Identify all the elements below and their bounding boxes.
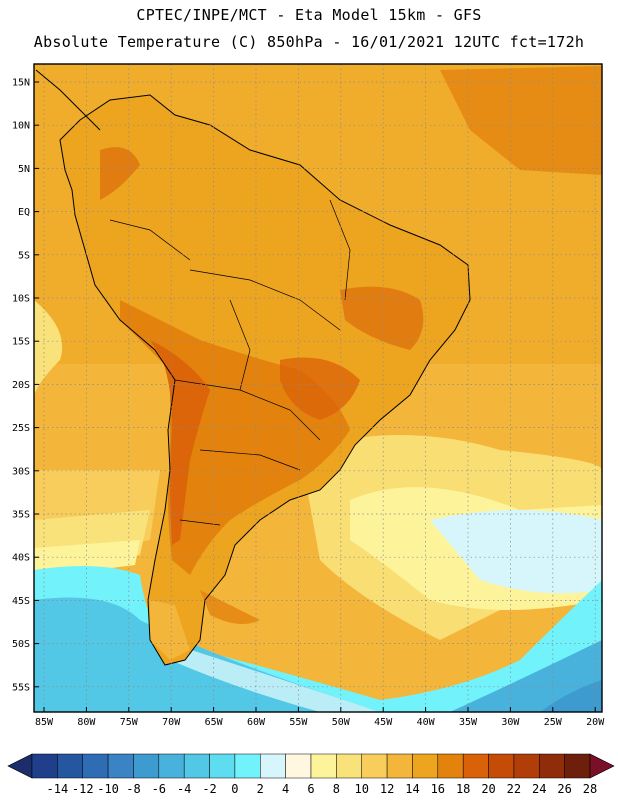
colorbar-swatch	[513, 753, 540, 779]
lat-label: 15N	[12, 78, 30, 89]
colorbar-tick-label: 8	[333, 782, 340, 796]
colorbar-tick-label: 28	[583, 782, 597, 796]
colorbar-swatch	[564, 753, 591, 779]
colorbar-over-arrow	[589, 753, 615, 779]
colorbar-tick-label: 4	[282, 782, 289, 796]
colorbar-swatch	[158, 753, 185, 779]
lat-label: 35S	[12, 510, 30, 521]
colorbar-swatch	[107, 753, 134, 779]
colorbar-swatch	[57, 753, 83, 779]
lon-label: 75W	[120, 717, 139, 728]
colorbar-swatch	[462, 753, 489, 779]
lon-label: 35W	[459, 717, 478, 728]
colorbar-swatch	[412, 753, 439, 779]
colorbar-swatch	[133, 753, 160, 779]
lon-label: 30W	[501, 717, 520, 728]
lat-label: 10S	[12, 294, 30, 305]
lon-label: 40W	[417, 717, 436, 728]
lat-label: 25S	[12, 423, 30, 434]
colorbar-swatch	[234, 753, 261, 779]
colorbar-labels: -14 -12 -10 -8 -6 -4 -2 0 2 4 6 8 10 12 14 16 18 20 22 24 26…	[47, 782, 598, 796]
colorbar-tick-label: -2	[202, 782, 216, 796]
colorbar-tick-label: 22	[507, 782, 521, 796]
temperature-field	[34, 64, 602, 712]
colorbar-swatch	[539, 753, 565, 779]
colorbar-swatch	[285, 753, 312, 779]
colorbar-tick-label: -10	[97, 782, 119, 796]
colorbar-tick-label: -6	[152, 782, 166, 796]
lat-label: 40S	[12, 553, 30, 564]
cool-pacific-patch	[34, 300, 63, 395]
map-frame	[33, 63, 603, 713]
colorbar-swatch	[361, 753, 388, 779]
lon-label: 65W	[205, 717, 224, 728]
colorbar-swatch	[336, 753, 362, 779]
colorbar-swatch	[437, 753, 464, 779]
warm-atlantic-patch	[440, 66, 602, 175]
lon-label: 80W	[77, 717, 96, 728]
lon-label: 25W	[544, 717, 563, 728]
colorbar-tick-label: 0	[231, 782, 238, 796]
colorbar-tick-label: 2	[257, 782, 264, 796]
colorbar-tick-label: 10	[355, 782, 369, 796]
colorbar-tick-label: -12	[72, 782, 94, 796]
map-title: CPTEC/INPE/MCT - Eta Model 15km - GFS	[136, 6, 482, 24]
latitude-axis: 15N 10N 5N EQ 5S 10S 15S 20S 25S 30S 35S 40S 45S 50S 5…	[12, 78, 39, 693]
lat-label: 55S	[12, 682, 30, 693]
colorbar-tick-label: 26	[557, 782, 571, 796]
lon-label: 60W	[247, 717, 266, 728]
lat-label: 5N	[18, 164, 30, 175]
colorbar-tick-label: 6	[307, 782, 314, 796]
colorbar-tick-label: 16	[431, 782, 445, 796]
colorbar-swatch	[183, 753, 210, 779]
lon-label: 55W	[289, 717, 308, 728]
colorbar-swatch	[488, 753, 515, 779]
colorbar-tick-label: 14	[405, 782, 419, 796]
lat-label: 30S	[12, 466, 30, 477]
colorbar-swatch	[260, 753, 286, 779]
colorbar	[7, 753, 615, 779]
colorbar-swatch	[82, 753, 109, 779]
lon-label: 85W	[35, 717, 54, 728]
lat-label: EQ	[18, 207, 30, 218]
colorbar-tick-label: 18	[456, 782, 470, 796]
colorbar-tick-label: -4	[177, 782, 191, 796]
graticule	[34, 64, 602, 712]
colorbar-tick-label: -14	[47, 782, 69, 796]
lat-label: 20S	[12, 380, 30, 391]
lon-label: 50W	[332, 717, 351, 728]
lon-label: 70W	[162, 717, 181, 728]
colorbar-swatch	[31, 753, 58, 779]
colorbar-swatch	[386, 753, 413, 779]
lat-label: 45S	[12, 596, 30, 607]
colorbar-tick-label: 24	[532, 782, 546, 796]
colorbar-tick-label: 12	[380, 782, 394, 796]
colorbar-tick-label: 20	[481, 782, 495, 796]
colorbar-swatch	[310, 753, 337, 779]
lon-label: 45W	[374, 717, 393, 728]
lat-label: 50S	[12, 639, 30, 650]
lat-label: 5S	[18, 250, 30, 261]
colorbar-swatch	[209, 753, 236, 779]
lon-label: 20W	[586, 717, 605, 728]
longitude-axis: 85W 80W 75W 70W 65W 60W 55W 50W 45W 40W 35W 30W 25W 2…	[35, 707, 605, 728]
colorbar-tick-label: -8	[126, 782, 140, 796]
map-subtitle: Absolute Temperature (C) 850hPa - 16/01/…	[33, 33, 585, 51]
colorbar-under-arrow	[7, 753, 33, 779]
lat-label: 15S	[12, 337, 30, 348]
lat-label: 10N	[12, 121, 30, 132]
